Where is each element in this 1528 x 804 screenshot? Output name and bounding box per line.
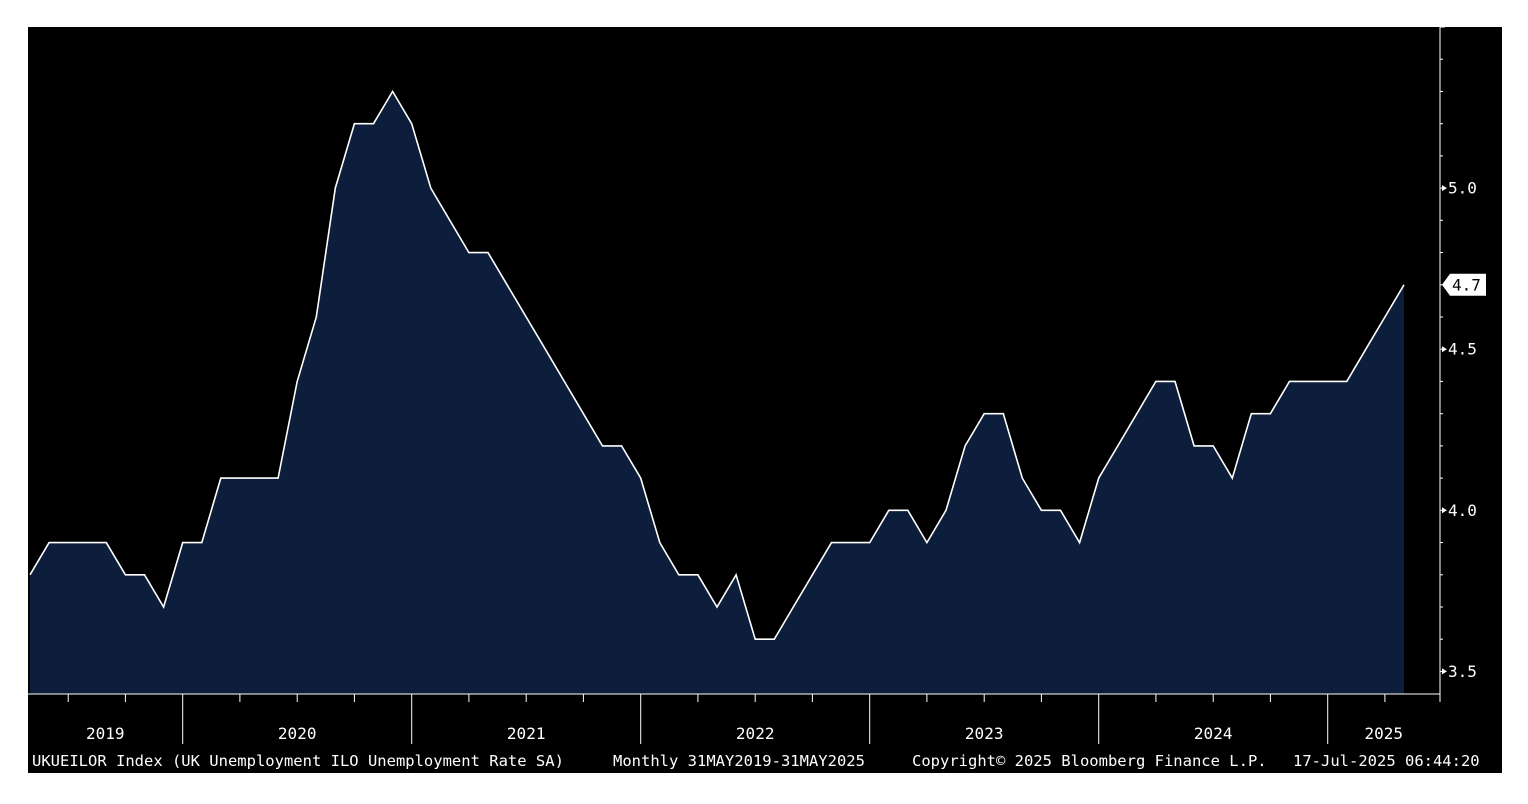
last-value-marker: 4.7 (1442, 273, 1486, 296)
footer-index-label: UKUEILOR Index (UK Unemployment ILO Unem… (32, 752, 564, 770)
data-point (850, 542, 852, 544)
series-area-fill (30, 91, 1404, 694)
data-point (124, 574, 126, 576)
data-point (697, 574, 699, 576)
data-point (487, 252, 489, 254)
data-point (1289, 380, 1291, 382)
y-tick-arrow (1442, 668, 1447, 675)
data-point (907, 509, 909, 511)
data-point (1098, 477, 1100, 479)
data-point (602, 445, 604, 447)
data-point (1060, 509, 1062, 511)
last-value-label: 4.7 (1452, 275, 1481, 294)
data-point (716, 606, 718, 608)
data-point (1231, 477, 1233, 479)
data-point (163, 606, 165, 608)
footer-range-label: Monthly 31MAY2019-31MAY2025 (613, 752, 865, 770)
data-point (296, 380, 298, 382)
data-point (48, 542, 50, 544)
data-point (926, 542, 928, 544)
data-point (1384, 316, 1386, 318)
x-year-label: 2022 (736, 724, 775, 743)
data-point (811, 574, 813, 576)
y-tick-label: 4.5 (1448, 340, 1477, 359)
data-point (678, 574, 680, 576)
data-point (754, 638, 756, 640)
y-tick-label: 3.5 (1448, 662, 1477, 681)
series-line (29, 89, 1405, 640)
data-point (1403, 284, 1405, 286)
data-point (239, 477, 241, 479)
data-point (67, 542, 69, 544)
data-point (1212, 445, 1214, 447)
data-point (831, 542, 833, 544)
data-point (1327, 380, 1329, 382)
x-year-label: 2024 (1194, 724, 1233, 743)
data-point (277, 477, 279, 479)
data-point (659, 542, 661, 544)
data-point (1193, 445, 1195, 447)
footer-copyright-label: Copyright© 2025 Bloomberg Finance L.P. (912, 752, 1267, 770)
data-point (201, 542, 203, 544)
data-point (373, 123, 375, 125)
data-point (563, 380, 565, 382)
data-point (1250, 413, 1252, 415)
y-tick-arrow (1442, 346, 1447, 353)
last-value-badge (1442, 273, 1486, 296)
data-point (353, 123, 355, 125)
data-point (945, 509, 947, 511)
data-point (1308, 380, 1310, 382)
data-point (392, 90, 394, 92)
y-tick-label: 5.0 (1448, 179, 1477, 198)
data-point (773, 638, 775, 640)
y-tick-arrow (1442, 507, 1447, 514)
data-point (182, 542, 184, 544)
data-point (1021, 477, 1023, 479)
data-point (983, 413, 985, 415)
x-year-label: 2019 (86, 724, 125, 743)
data-point (525, 316, 527, 318)
data-point (1174, 380, 1176, 382)
data-point (1346, 380, 1348, 382)
data-point (869, 542, 871, 544)
data-point (334, 187, 336, 189)
data-point (621, 445, 623, 447)
data-point (449, 219, 451, 221)
x-year-label: 2023 (965, 724, 1004, 743)
data-point (315, 316, 317, 318)
data-point (86, 542, 88, 544)
data-point (544, 348, 546, 350)
y-tick-label: 4.0 (1448, 501, 1477, 520)
data-point (430, 187, 432, 189)
x-year-label: 2020 (278, 724, 317, 743)
data-point (1040, 509, 1042, 511)
data-point (29, 574, 31, 576)
footer-timestamp-label: 17-Jul-2025 06:44:20 (1293, 752, 1480, 770)
data-point (1117, 445, 1119, 447)
data-point (506, 284, 508, 286)
data-point (1079, 542, 1081, 544)
data-point (220, 477, 222, 479)
data-point (888, 509, 890, 511)
y-tick-arrow (1442, 185, 1447, 192)
data-point (1155, 380, 1157, 382)
data-point (411, 123, 413, 125)
data-point (258, 477, 260, 479)
data-point (640, 477, 642, 479)
data-point (1269, 413, 1271, 415)
data-point (144, 574, 146, 576)
data-point (735, 574, 737, 576)
data-point (468, 252, 470, 254)
x-year-label: 2021 (507, 724, 546, 743)
data-point (1136, 413, 1138, 415)
data-point (1365, 348, 1367, 350)
data-point (105, 542, 107, 544)
data-point (1002, 413, 1004, 415)
data-point (964, 445, 966, 447)
data-point (792, 606, 794, 608)
data-point (582, 413, 584, 415)
x-year-label: 2025 (1365, 724, 1404, 743)
